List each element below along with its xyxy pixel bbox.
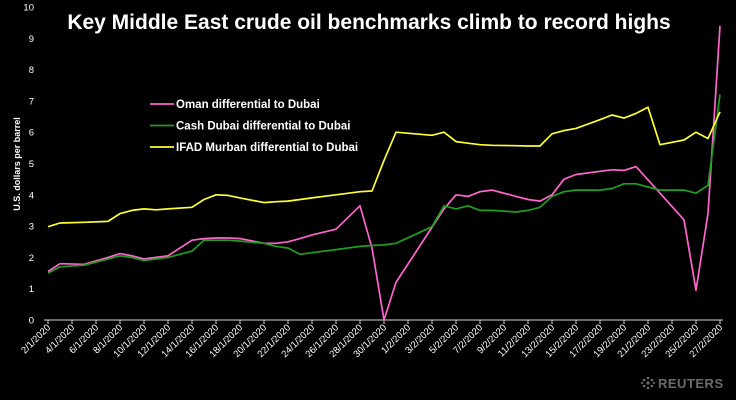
credit-label: REUTERS	[658, 376, 724, 391]
legend-label-3: IFAD Murban differential to Dubai	[176, 142, 358, 154]
y-tick-label: 3	[29, 222, 34, 233]
legend-label-1: Oman differential to Dubai	[176, 99, 320, 111]
y-tick-label: 0	[29, 316, 34, 327]
y-tick-label: 7	[29, 96, 34, 107]
y-tick-label: 10	[23, 3, 34, 14]
y-axis-label: U.S. dollars per barrel	[12, 117, 22, 211]
y-axis: 0 1 2 3 4 5 6 7 8 9 10	[23, 3, 34, 327]
chart-title: Key Middle East crude oil benchmarks cli…	[67, 11, 670, 34]
legend: Oman differential to Dubai Cash Dubai dif…	[150, 99, 358, 154]
series-line-1	[47, 25, 721, 321]
y-tick-label: 2	[29, 253, 34, 264]
y-tick-label: 6	[29, 128, 34, 139]
y-tick-label: 8	[29, 65, 34, 76]
y-tick-label: 5	[29, 159, 34, 170]
y-tick-label: 1	[29, 284, 34, 295]
series-line-3	[47, 106, 721, 228]
y-tick-label: 4	[29, 190, 34, 201]
reuters-logo-icon	[640, 376, 656, 390]
legend-label-2: Cash Dubai differential to Dubai	[176, 121, 350, 133]
series-lines	[47, 25, 721, 321]
credit: REUTERS	[640, 376, 724, 391]
y-tick-label: 9	[29, 34, 34, 45]
series-line-2	[47, 94, 721, 274]
